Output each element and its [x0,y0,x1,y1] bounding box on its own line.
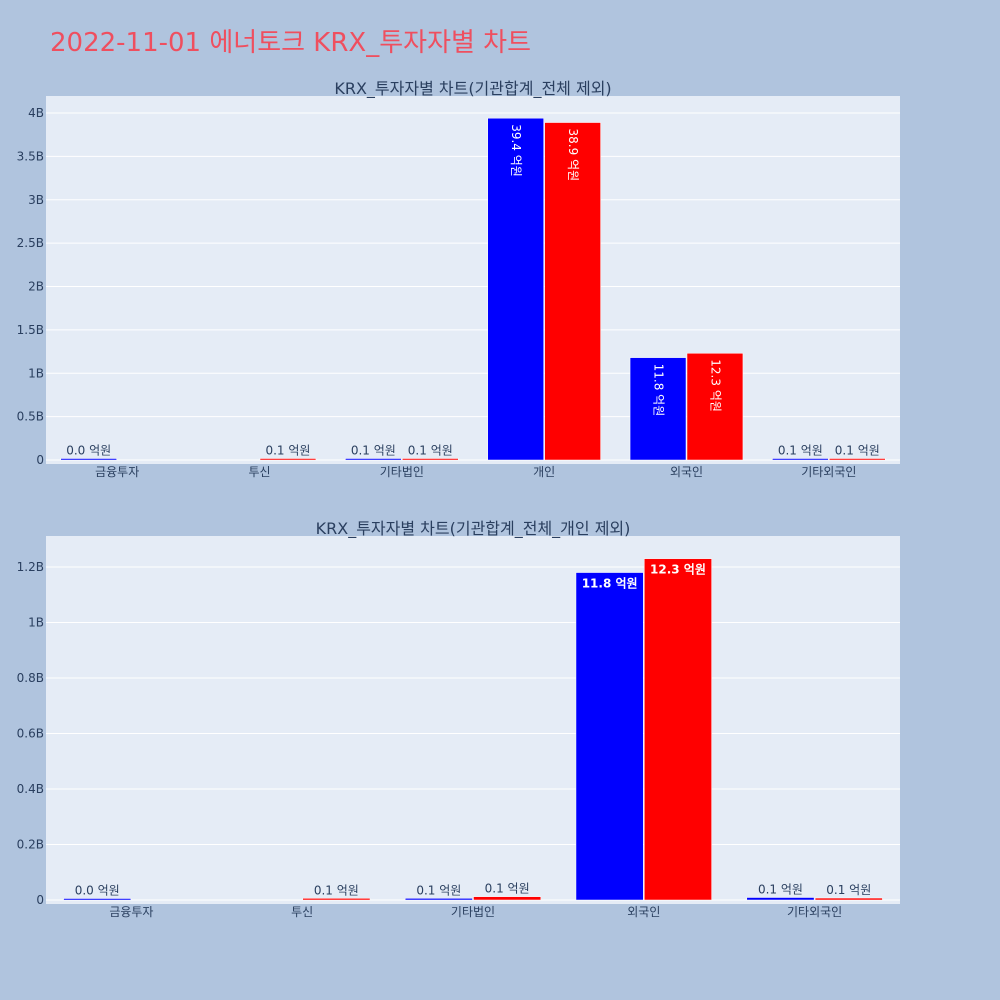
x-tick-label: 기타외국인 [801,465,856,479]
x-tick-label: 투신 [291,905,313,919]
bar[interactable] [404,898,473,901]
plot-area [46,536,900,904]
chart-1: 0 0.5B 1B 1.5B 2B 2.5B 3B 3.5B 4B KRX_투자자별 차트(기관합… [17,79,900,479]
y-tick-label: 2.5B [17,236,44,250]
bar[interactable] [487,117,544,461]
plot-area [46,96,900,464]
y-tick-label: 0 [36,893,44,907]
bar[interactable] [544,122,601,461]
bar[interactable] [772,458,829,461]
bar[interactable] [345,458,402,461]
data-label: 0.1 억원 [265,444,310,458]
data-label: 0.0 억원 [66,444,111,458]
bar[interactable] [814,897,883,901]
bar[interactable] [575,572,644,901]
data-label: 0.1 억원 [485,882,530,896]
data-label: 0.1 억원 [758,883,803,897]
data-label: 0.1 억원 [778,444,823,458]
y-tick-label: 0.4B [17,782,44,796]
x-tick-label: 투신 [248,465,270,479]
chart-title: KRX_투자자별 차트(기관합계_전체 제외) [334,79,611,99]
bar[interactable] [473,896,542,901]
x-tick-label: 개인 [533,465,555,479]
bar[interactable] [829,458,886,461]
bar[interactable] [302,898,371,901]
y-tick-label: 0.8B [17,671,44,685]
data-label: 0.1 억원 [408,444,453,458]
data-label: 12.3 억원 [708,359,722,412]
y-tick-label: 1B [28,616,44,630]
x-tick-label: 금융투자 [95,465,139,479]
y-tick-label: 1.2B [17,560,44,574]
x-tick-label: 기타법인 [380,465,424,479]
y-tick-label: 2B [28,280,44,294]
y-tick-label: 0.5B [17,410,44,424]
bar[interactable] [402,458,459,461]
bar[interactable] [259,458,317,461]
data-label: 39.4 억원 [509,124,523,177]
data-label: 12.3 억원 [650,563,706,577]
bar[interactable] [63,898,132,901]
y-tick-label: 1B [28,366,44,380]
data-label: 11.8 억원 [582,577,638,591]
y-tick-label: 3B [28,193,44,207]
x-tick-label: 기타외국인 [787,905,842,919]
chart-title: KRX_투자자별 차트(기관합계_전체_개인 제외) [316,519,631,539]
data-label: 0.1 억원 [835,444,880,458]
y-tick-label: 0 [36,453,44,467]
bar[interactable] [629,357,687,461]
bar[interactable] [686,353,744,461]
y-tick-label: 3.5B [17,149,44,163]
x-tick-label: 외국인 [627,905,660,919]
data-label: 11.8 억원 [652,364,666,417]
y-tick-label: 0.2B [17,838,44,852]
data-label: 0.1 억원 [826,883,871,897]
data-label: 0.1 억원 [416,883,461,897]
data-label: 0.0 억원 [75,884,120,898]
bar[interactable] [644,558,712,901]
y-tick-label: 1.5B [17,323,44,337]
data-label: 38.9 억원 [566,129,580,182]
chart-2: 0 0.2B 0.4B 0.6B 0.8B 1B 1.2B KRX_투자자별 차트(기관합계_… [17,519,900,919]
y-tick-label: 0.6B [17,727,44,741]
page-title: 2022-11-01 에너토크 KRX_투자자별 차트 [50,28,532,58]
x-tick-label: 기타법인 [451,905,495,919]
bar[interactable] [746,897,815,901]
data-label: 0.1 억원 [314,883,359,897]
data-label: 0.1 억원 [351,444,396,458]
bar[interactable] [60,458,117,461]
x-tick-label: 외국인 [670,465,703,479]
x-tick-label: 금융투자 [109,905,153,919]
y-tick-label: 4B [28,106,44,120]
